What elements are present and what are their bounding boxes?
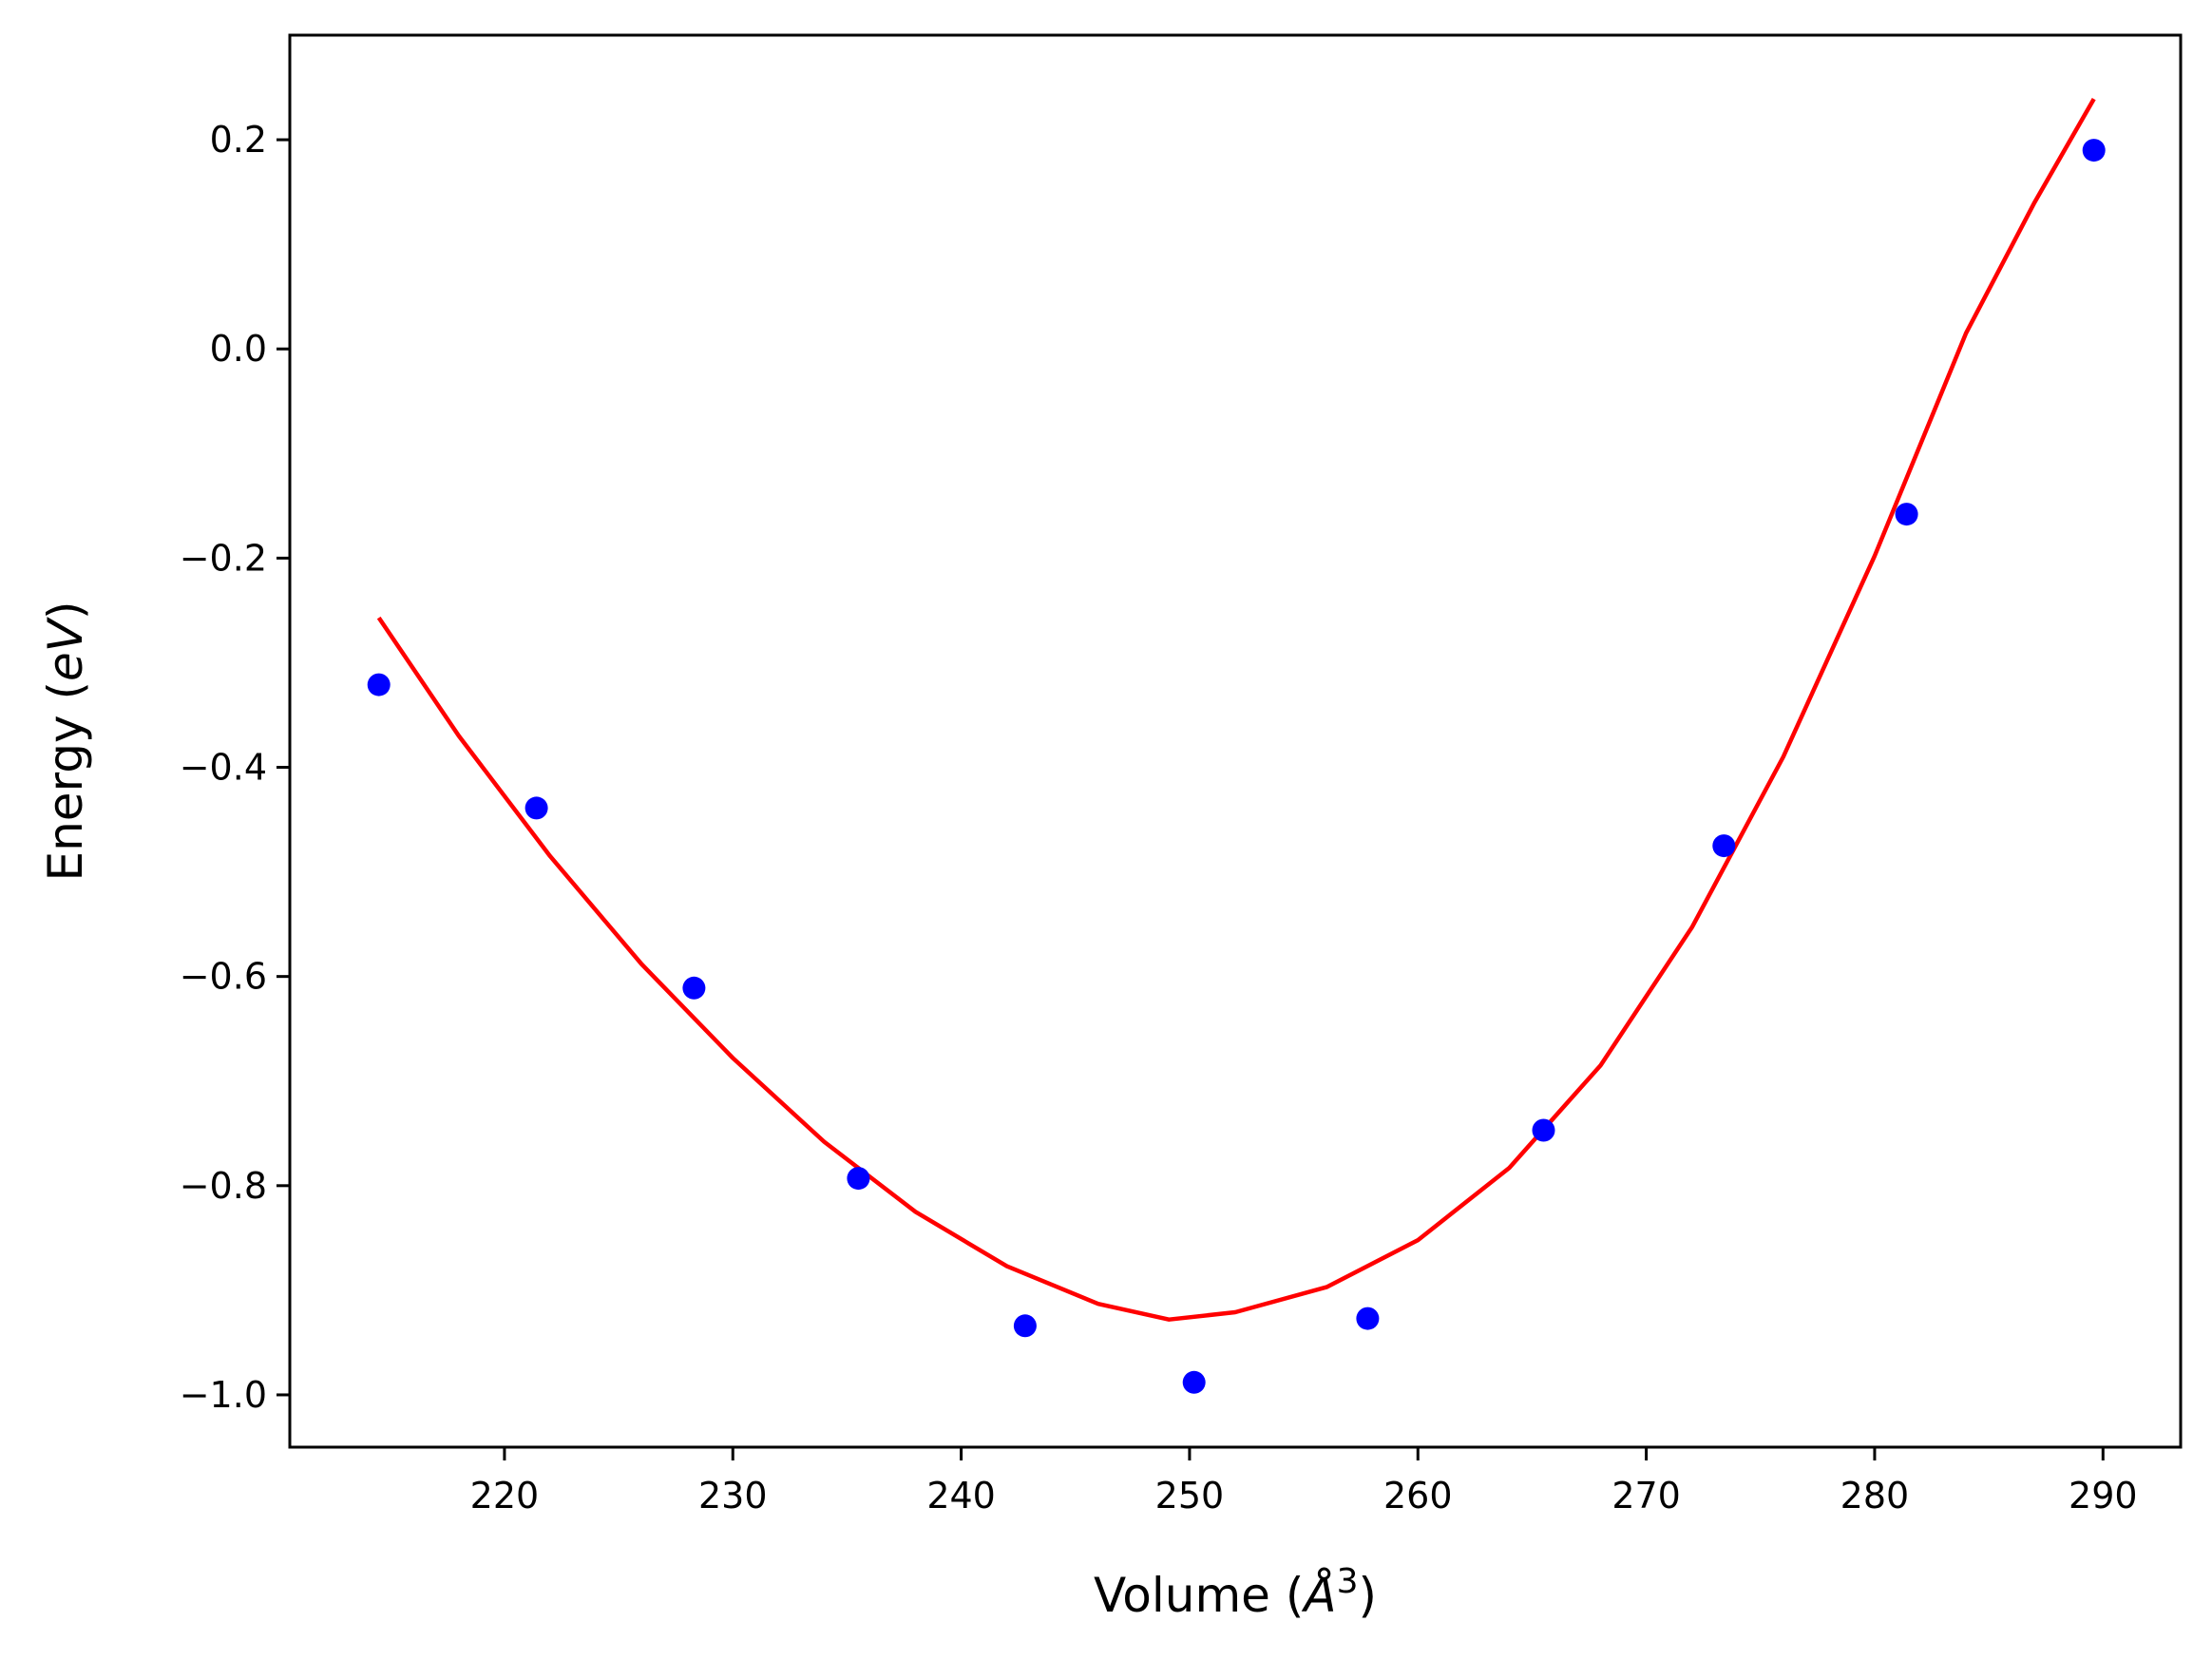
y-axis-unit: eV (38, 616, 93, 681)
x-tick-label-240: 240 (926, 1475, 996, 1517)
data-point-11 (2082, 139, 2106, 162)
x-axis-ticks: 220 230 240 250 260 270 280 290 (470, 1447, 2138, 1517)
y-axis-label: Energy (eV) (38, 601, 93, 882)
y-tick-label-2: −0.2 (180, 537, 267, 579)
x-tick-label-250: 250 (1155, 1475, 1225, 1517)
y-tick-label-1: 0.0 (210, 328, 267, 370)
data-point-10 (1895, 503, 1918, 526)
data-point-6 (1182, 1370, 1206, 1394)
data-point-9 (1712, 834, 1736, 858)
y-axis-label-prefix: Energy ( (38, 681, 93, 881)
x-axis-label-suffix: ) (1358, 1568, 1377, 1623)
data-point-2 (524, 796, 548, 820)
x-tick-label-280: 280 (1840, 1475, 1910, 1517)
x-tick-label-230: 230 (698, 1475, 768, 1517)
y-axis-label-suffix: ) (38, 601, 93, 620)
x-tick-label-290: 290 (2069, 1475, 2138, 1517)
x-tick-label-270: 270 (1611, 1475, 1681, 1517)
data-point-1 (367, 673, 391, 696)
y-tick-label-4: −0.6 (180, 956, 267, 998)
y-tick-label-0: 0.2 (210, 119, 267, 161)
y-tick-label-6: −1.0 (180, 1374, 267, 1416)
x-axis-unit-exponent: 3 (1337, 1562, 1359, 1601)
x-tick-label-260: 260 (1383, 1475, 1453, 1517)
x-tick-label-220: 220 (470, 1475, 540, 1517)
data-point-3 (682, 976, 706, 1000)
y-axis-ticks: 0.2 0.0 −0.2 −0.4 −0.6 −0.8 −1.0 (180, 119, 290, 1416)
fit-curve-layer (376, 97, 2096, 1322)
fit-curve (376, 97, 2096, 1322)
x-axis-label-prefix: Volume ( (1094, 1568, 1304, 1623)
data-point-5 (1013, 1314, 1037, 1338)
data-point-8 (1532, 1118, 1555, 1142)
plot-frame (288, 33, 2183, 1449)
y-tick-label-3: −0.4 (180, 747, 267, 789)
y-tick-label-5: −0.8 (180, 1165, 267, 1207)
data-point-7 (1356, 1307, 1380, 1330)
data-point-4 (847, 1167, 870, 1191)
data-points-layer (367, 139, 2106, 1394)
x-axis-label: Volume (Å3) (1094, 1562, 1377, 1624)
x-axis-unit-symbol: Å (1301, 1568, 1336, 1623)
